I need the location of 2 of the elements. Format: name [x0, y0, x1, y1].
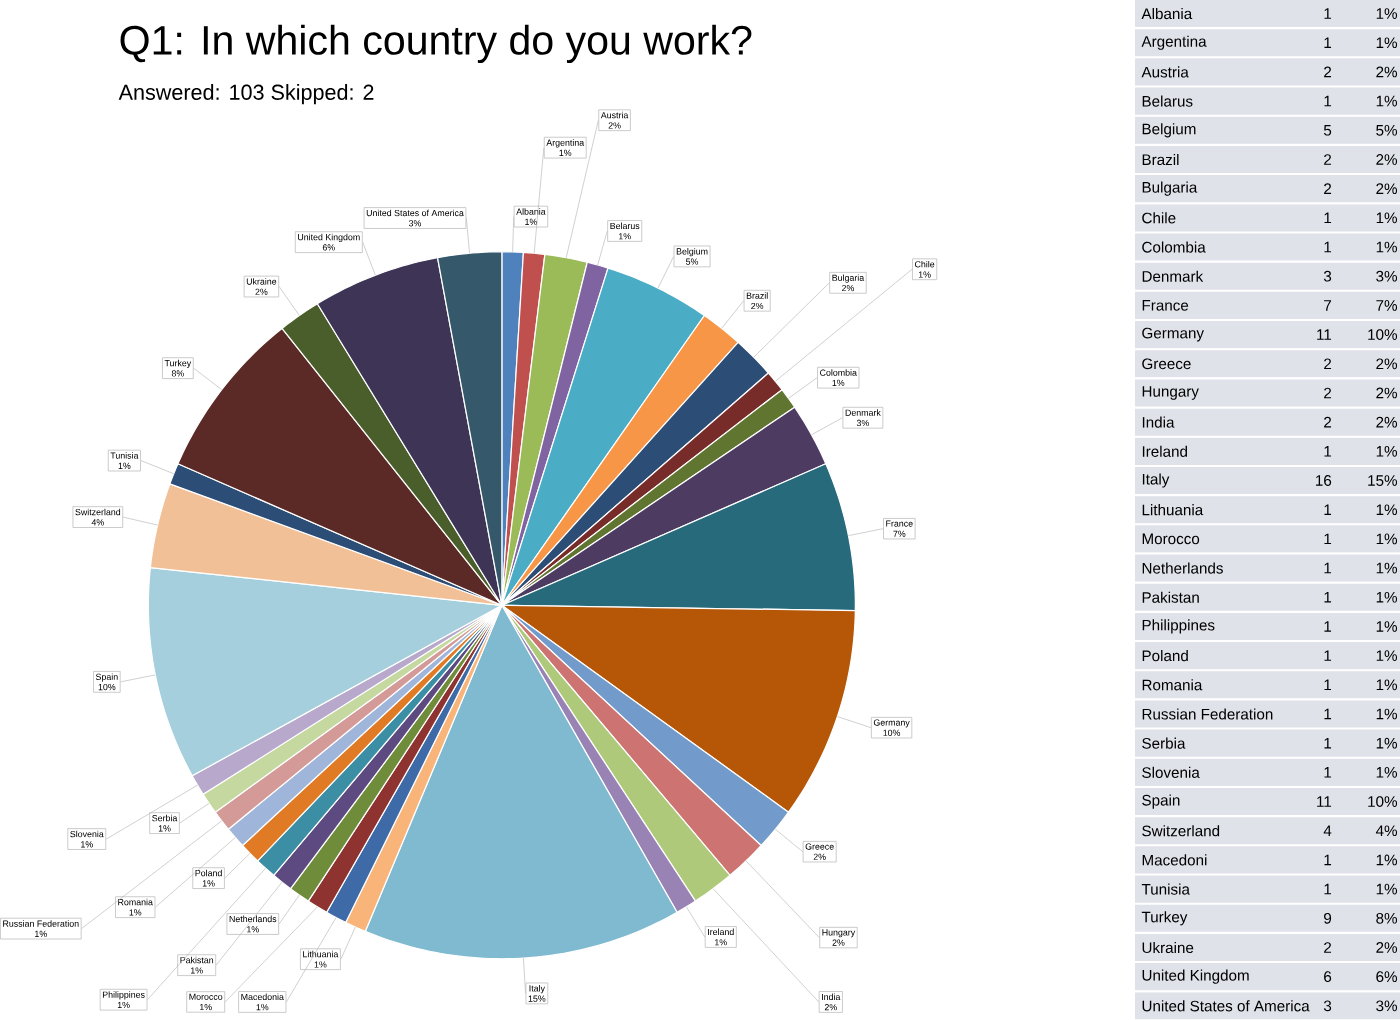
chart-subtitle: Answered: 103 Skipped: 2 — [118, 84, 374, 105]
chart-title: Q1: In which country do you work? — [120, 24, 752, 64]
